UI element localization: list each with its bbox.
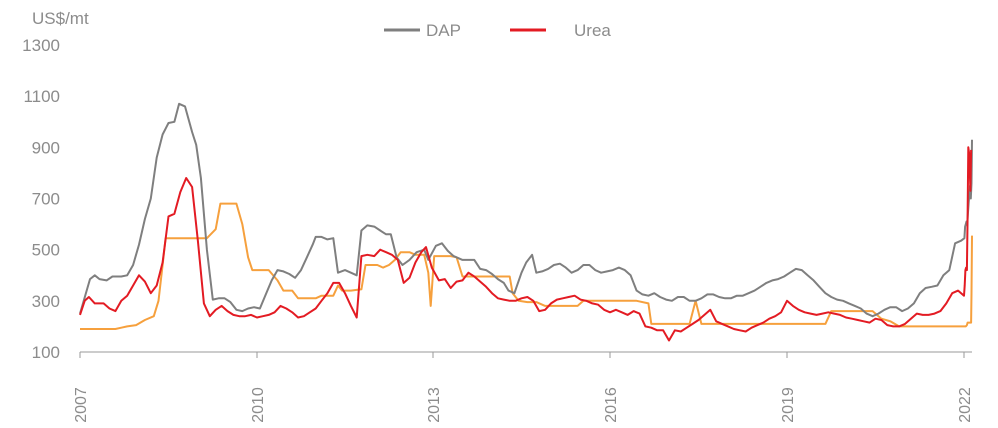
legend-label-urea: Urea: [574, 21, 611, 40]
y-tick-label: 1100: [23, 87, 60, 106]
x-tick-label: 2007: [73, 387, 90, 423]
y-axis-unit-label: US$/mt: [32, 9, 89, 28]
series-line-third: [80, 202, 973, 330]
series-lines: [79, 102, 973, 342]
x-tick-label: 2019: [780, 387, 797, 423]
y-tick-label: 500: [32, 241, 60, 260]
series-line-urea: [79, 146, 973, 342]
x-tick-label: 2022: [957, 387, 974, 423]
x-tick-label: 2013: [426, 387, 443, 423]
y-tick-label: 100: [32, 343, 60, 362]
y-tick-label: 300: [32, 292, 60, 311]
legend: DAP Urea: [384, 21, 611, 40]
y-tick-label: 900: [32, 138, 60, 157]
legend-label-dap: DAP: [426, 21, 461, 40]
y-axis: 100 300 500 700 900 1100 1300: [22, 36, 60, 362]
x-tick-label: 2016: [603, 387, 620, 423]
x-tick-label: 2010: [250, 387, 267, 423]
y-tick-label: 700: [32, 190, 60, 209]
series-line-dap: [79, 102, 973, 318]
x-axis: 2007 2010 2013 2016 2019 2022: [73, 351, 974, 423]
y-tick-label: 1300: [22, 36, 60, 55]
